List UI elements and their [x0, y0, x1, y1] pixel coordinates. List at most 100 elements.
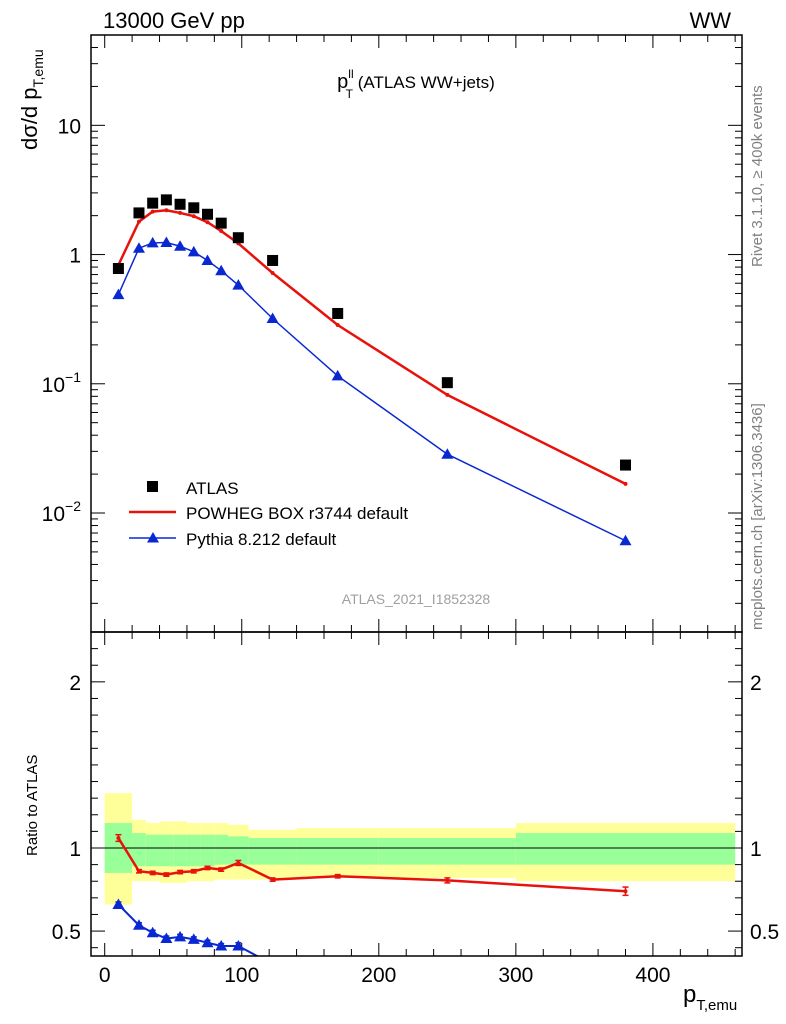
svg-text:dσ/d pT,emu: dσ/d pT,emu — [17, 49, 46, 150]
ratio-point — [116, 836, 121, 841]
header-process: 13000 GeV pp — [103, 8, 245, 33]
x-tick-label: 200 — [361, 964, 396, 987]
ratio-band-green — [132, 833, 146, 867]
x-axis-label: pT,emu — [683, 981, 737, 1014]
ratio-point — [205, 865, 210, 870]
pythia-point — [201, 254, 214, 265]
ratio-point — [136, 869, 141, 874]
powheg-point — [164, 208, 169, 213]
ratio-band-green — [248, 838, 297, 865]
ratio-y-tick-label: 0.5 — [52, 921, 81, 944]
ratio-y-tick-label: 2 — [69, 672, 81, 695]
legend-atlas-label: ATLAS — [186, 479, 239, 498]
ratio-point — [112, 898, 125, 909]
ratio-point — [191, 869, 196, 874]
ratio-panel: 0 100 200 300 400 0.5 0.5 1 1 2 2 — [52, 631, 779, 987]
ratio-y-tick-label-right: 1 — [750, 838, 762, 861]
atlas-point — [133, 207, 145, 219]
legend-powheg-label: POWHEG BOX r3744 default — [186, 504, 408, 523]
powheg-point — [219, 229, 224, 234]
pythia-point — [331, 369, 344, 381]
pythia-point — [619, 534, 632, 546]
ratio-y-tick-label: 1 — [69, 838, 81, 861]
svg-text:Ratio to ATLAS: Ratio to ATLAS — [24, 755, 41, 856]
atlas-point — [112, 262, 124, 274]
ratio-point — [623, 889, 628, 894]
powheg-ratio-series — [115, 833, 629, 897]
ratio-band-green — [200, 834, 215, 867]
ratio-point — [146, 926, 159, 938]
powheg-point — [150, 209, 155, 214]
ratio-point — [132, 919, 145, 930]
ratio-y-tick-label-right: 2 — [750, 672, 762, 695]
legend-pythia-label: Pythia 8.212 default — [186, 530, 337, 549]
ratio-band-green — [296, 838, 379, 865]
ratio-point — [178, 870, 183, 875]
ratio-point — [187, 933, 200, 944]
atlas-point — [620, 459, 632, 471]
x-tick-label: 0 — [99, 964, 111, 987]
powheg-point — [136, 219, 141, 224]
x-tick-label: 100 — [224, 964, 259, 987]
atlas-point — [267, 254, 279, 266]
pythia-ratio-series — [112, 898, 260, 956]
powheg-point — [191, 214, 196, 219]
ratio-line — [117, 903, 260, 956]
svg-text:Rivet 3.1.10, ≥ 400k events: Rivet 3.1.10, ≥ 400k events — [749, 85, 766, 267]
main-panel: 10−2 10−1 1 10 — [42, 34, 743, 633]
atlas-point — [174, 198, 186, 210]
ratio-band-green — [159, 834, 174, 867]
atlas-point — [332, 307, 344, 319]
atlas-point — [441, 377, 453, 389]
x-tick-label: 400 — [635, 964, 670, 987]
powheg-point — [270, 270, 275, 275]
ratio-band-green — [186, 834, 201, 867]
pythia-point — [266, 312, 279, 324]
pythia-point — [160, 236, 173, 247]
plot-title: pll T (ATLAS WW+jets) — [337, 67, 495, 101]
ratio-band-green — [214, 834, 229, 865]
main-y-tick-label: 10 — [58, 115, 81, 138]
ratio-point — [215, 940, 228, 951]
pythia-point — [146, 236, 159, 248]
ratio-point — [160, 932, 173, 944]
ratio-point — [270, 877, 275, 882]
ratio-band-green — [173, 834, 187, 867]
ratio-band-green — [145, 834, 160, 867]
pythia-point — [174, 240, 187, 251]
svg-text:mcplots.cern.ch [arXiv:1306.34: mcplots.cern.ch [arXiv:1306.3436] — [749, 403, 766, 630]
side-text-mcplots: mcplots.cern.ch [arXiv:1306.3436] — [749, 403, 766, 630]
ratio-point — [150, 870, 155, 875]
ratio-point — [164, 872, 169, 877]
powheg-point — [335, 323, 340, 328]
ratio-bands — [104, 793, 736, 905]
ratio-point — [219, 867, 224, 872]
powheg-point — [205, 220, 210, 225]
y-axis-label-main: dσ/d pT,emu — [17, 49, 46, 150]
analysis-watermark: ATLAS_2021_I1852328 — [342, 591, 491, 607]
ratio-point — [445, 878, 450, 883]
main-y-tick-label: 1 — [69, 245, 81, 268]
atlas-point — [215, 217, 227, 229]
y-axis-label-ratio: Ratio to ATLAS — [24, 755, 41, 856]
main-y-tick-label: 10−2 — [42, 498, 82, 526]
atlas-point — [201, 208, 213, 220]
ratio-point — [232, 940, 245, 951]
pythia-point — [132, 242, 145, 253]
atlas-point — [160, 194, 172, 206]
pythia-point — [112, 288, 125, 300]
header-final-state: WW — [689, 8, 731, 33]
pythia-point — [215, 264, 228, 276]
ratio-band-green — [515, 833, 736, 865]
x-tick-label: 300 — [498, 964, 533, 987]
pythia-point — [187, 245, 200, 257]
legend: ATLAS POWHEG BOX r3744 default Pythia 8.21… — [129, 479, 408, 549]
legend-atlas-marker — [147, 481, 158, 492]
ratio-point — [236, 860, 241, 865]
ratio-frame — [90, 631, 743, 957]
powheg-point — [178, 210, 183, 215]
atlas-point — [147, 197, 159, 209]
ratio-y-tick-label-right: 0.5 — [750, 921, 779, 944]
ratio-point — [201, 936, 214, 948]
